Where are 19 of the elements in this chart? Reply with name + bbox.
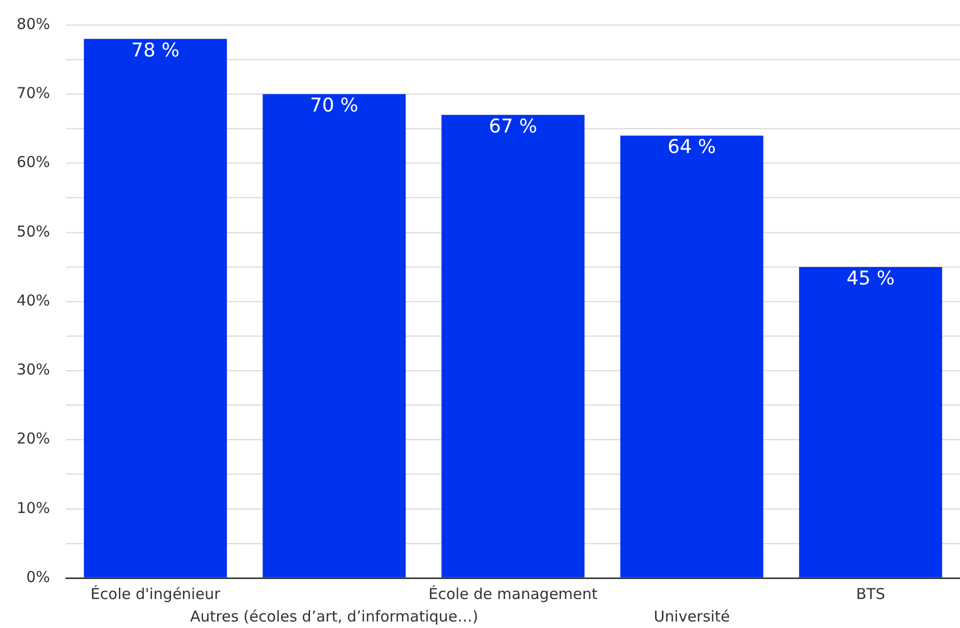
x-tick-label: BTS (856, 585, 886, 604)
y-tick-label: 60% (16, 153, 50, 172)
y-tick-label: 0% (26, 568, 50, 586)
y-tick-label: 20% (16, 430, 50, 448)
y-tick-label: 80% (16, 14, 50, 33)
data-label: 64 % (668, 136, 716, 158)
y-tick-label: 10% (16, 498, 50, 517)
data-label: 45 % (846, 267, 895, 290)
y-tick-label: 70% (16, 84, 50, 102)
x-tick-label: Autres (écoles d’art, d’informatique…) (190, 608, 478, 626)
x-tick-label: École d'ingénieur (90, 585, 222, 604)
data-label: 78 % (131, 39, 180, 62)
y-tick-label: 30% (16, 360, 50, 379)
x-tick-label: Université (654, 608, 730, 626)
y-tick-label: 50% (16, 222, 50, 240)
x-tick-label: École de management (428, 585, 598, 604)
data-label: 70 % (310, 94, 358, 117)
data-label: 67 % (488, 115, 538, 138)
y-tick-label: 40% (16, 291, 50, 310)
